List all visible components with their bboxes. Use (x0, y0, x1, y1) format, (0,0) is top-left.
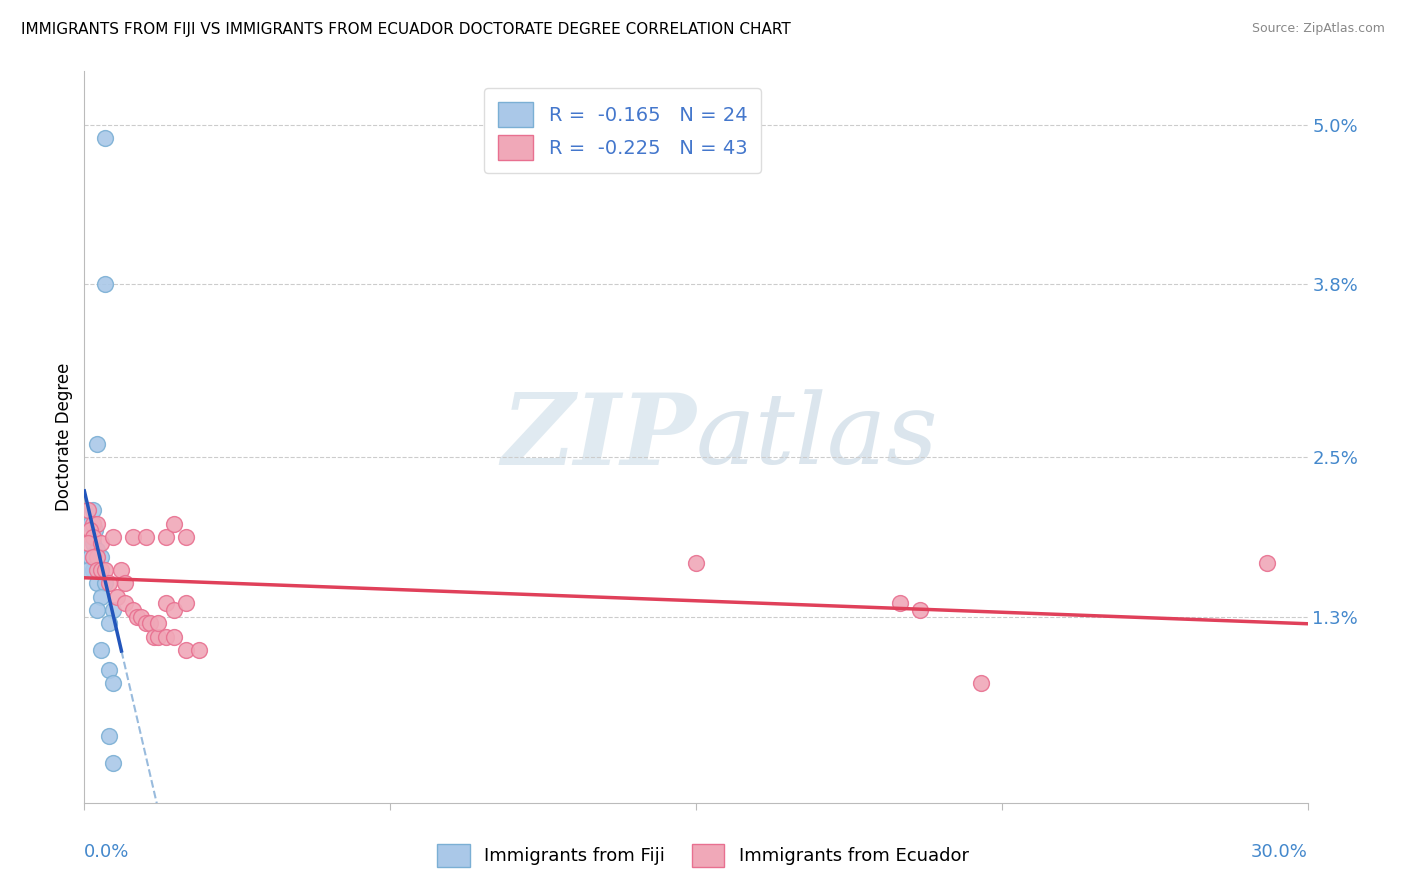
Point (127, 609, 149, 624)
Point (131, 609, 153, 624)
Point (93, 563, 115, 577)
Point (82, 549, 104, 564)
Point (90, 536, 112, 550)
Point (135, 616, 157, 631)
Point (83, 523, 105, 537)
Point (86, 516, 108, 531)
Point (105, 590, 128, 604)
Point (79, 516, 101, 531)
Point (77, 503, 100, 517)
Point (685, 557, 707, 571)
Point (101, 756, 124, 770)
Point (138, 616, 160, 631)
Point (101, 676, 124, 690)
Point (101, 530, 124, 544)
Point (146, 616, 169, 631)
Point (82, 536, 104, 550)
Point (82, 563, 104, 577)
Text: Source: ZipAtlas.com: Source: ZipAtlas.com (1251, 22, 1385, 36)
Point (110, 563, 132, 577)
Point (163, 516, 186, 531)
Text: IMMIGRANTS FROM FIJI VS IMMIGRANTS FROM ECUADOR DOCTORATE DEGREE CORRELATION CHA: IMMIGRANTS FROM FIJI VS IMMIGRANTS FROM … (21, 22, 790, 37)
Point (82, 516, 104, 531)
Point (1256, 557, 1278, 571)
Point (90, 643, 112, 657)
Point (155, 596, 177, 610)
Point (82, 503, 104, 517)
Point (174, 643, 197, 657)
Point (77, 563, 100, 577)
Point (114, 596, 136, 610)
Text: 0.0%: 0.0% (84, 843, 129, 861)
Point (970, 676, 993, 690)
Point (79, 549, 101, 564)
Point (122, 530, 145, 544)
Point (114, 576, 136, 591)
Point (86, 436, 108, 450)
Point (86, 549, 108, 564)
Point (79, 523, 101, 537)
Point (86, 543, 108, 558)
Legend: Immigrants from Fiji, Immigrants from Ecuador: Immigrants from Fiji, Immigrants from Ec… (430, 837, 976, 874)
Point (910, 603, 932, 617)
Y-axis label: Doctorate Degree: Doctorate Degree (55, 363, 73, 511)
Point (93, 576, 115, 591)
Point (97, 616, 120, 631)
Point (86, 603, 108, 617)
Point (93, 131, 115, 145)
Point (155, 630, 177, 644)
Point (90, 590, 112, 604)
Text: 30.0%: 30.0% (1251, 843, 1308, 861)
Text: atlas: atlas (696, 390, 939, 484)
Point (82, 516, 104, 531)
Point (146, 630, 169, 644)
Point (82, 530, 104, 544)
Point (97, 663, 120, 677)
Point (90, 549, 112, 564)
Point (93, 277, 115, 292)
Point (90, 563, 112, 577)
Point (97, 576, 120, 591)
Point (77, 536, 100, 550)
Point (86, 576, 108, 591)
Text: ZIP: ZIP (501, 389, 696, 485)
Point (163, 603, 186, 617)
Point (142, 630, 165, 644)
Point (122, 603, 145, 617)
Point (97, 729, 120, 743)
Point (163, 630, 186, 644)
Point (101, 603, 124, 617)
Point (86, 563, 108, 577)
Point (174, 596, 197, 610)
Point (174, 530, 197, 544)
Point (135, 530, 157, 544)
Point (187, 643, 209, 657)
Point (889, 596, 911, 610)
Point (155, 530, 177, 544)
Legend: R =  -0.165   N = 24, R =  -0.225   N = 43: R = -0.165 N = 24, R = -0.225 N = 43 (485, 88, 761, 173)
